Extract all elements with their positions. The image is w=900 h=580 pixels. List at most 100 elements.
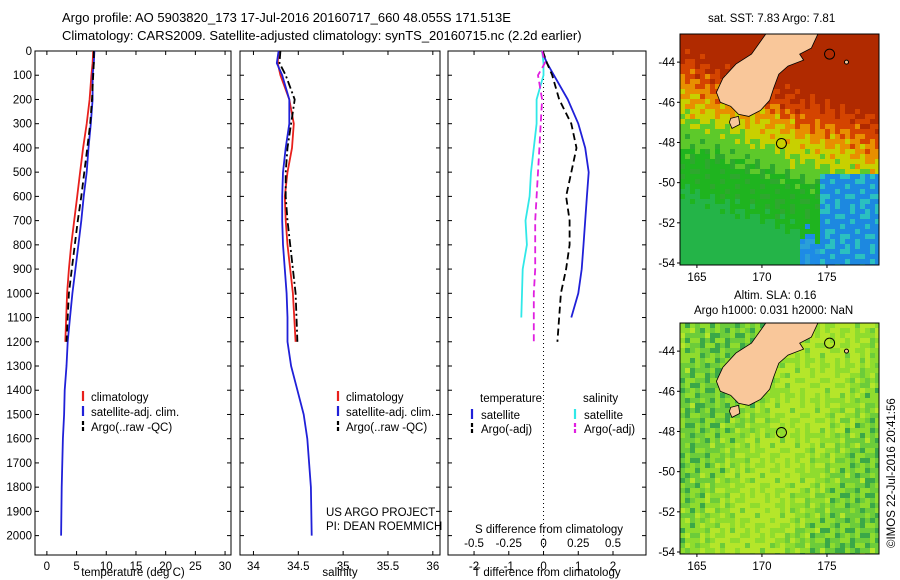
map-y-tick-label: -52: [658, 218, 675, 230]
series-line-2: [278, 50, 299, 342]
reference-marker: [824, 337, 836, 349]
y-tick-label: 1500: [6, 409, 32, 421]
legend-label: satellite: [584, 410, 623, 422]
y-tick-label: 900: [13, 264, 32, 276]
series-line-0: [276, 50, 297, 342]
series-line-1: [541, 50, 578, 342]
map-field: [680, 323, 879, 554]
map-y-tick-label: -48: [658, 426, 675, 438]
reference-marker: [824, 48, 836, 60]
project-label: US ARGO PROJECT: [326, 507, 435, 519]
salinity-frame: [239, 50, 441, 556]
x-tick-label: 0: [540, 561, 546, 573]
y-tick-label: 300: [13, 119, 32, 131]
x-tick-label: 5: [73, 561, 79, 573]
argo-float-marker: [775, 426, 787, 438]
series-line-0: [64, 50, 95, 342]
x-tick-label: 2: [610, 561, 616, 573]
profile-title: Argo profile: AO 5903820_173 17-Jul-2016…: [62, 10, 511, 25]
legend-label: Argo(..raw -QC): [346, 422, 427, 434]
sla-map-title: Altim. SLA: 0.16: [734, 290, 817, 302]
x-tick-label: -2: [469, 561, 479, 573]
pi-label: PI: DEAN ROEMMICH: [326, 521, 442, 533]
series-line-0: [540, 50, 590, 318]
difference-frame: [447, 50, 647, 556]
legend-header: temperature: [480, 393, 542, 405]
s-tick-label: 0: [540, 538, 546, 550]
y-tick-label: 1900: [6, 506, 32, 518]
map-x-tick-label: 170: [752, 272, 771, 284]
s-tick-label: 0.25: [567, 538, 589, 550]
legend-label: satellite-adj. clim.: [91, 407, 179, 419]
map-y-tick-label: -54: [658, 547, 675, 559]
x-axis-label: salinity: [322, 567, 357, 579]
y-tick-label: 1100: [7, 313, 32, 325]
x-tick-label: 10: [100, 561, 113, 573]
map-x-tick-label: 175: [817, 561, 836, 573]
map-y-tick-label: -48: [658, 137, 675, 149]
map-field: [680, 34, 879, 265]
argo-float-marker: [775, 137, 787, 149]
legend-label: Argo(-adj): [481, 424, 532, 436]
x-tick-label: 34.5: [287, 561, 309, 573]
series-line-1: [275, 50, 313, 536]
map-x-tick-label: 165: [687, 272, 706, 284]
y-tick-label: 1000: [6, 288, 32, 300]
sst-map: -44 -46 -48 -50 -52 -54 165 170 175: [658, 33, 880, 284]
map-y-tick-label: -52: [658, 507, 675, 519]
stewart-island-land: [728, 404, 741, 418]
legend-header: salinity: [583, 393, 618, 405]
y-tick-label: 1300: [6, 361, 32, 373]
x-tick-label: 20: [159, 561, 172, 573]
map-x-tick-label: 175: [817, 272, 836, 284]
series-line-2: [520, 50, 545, 318]
difference-panel: -2 -1 0 1 2T difference from climatology -0.5…: [447, 50, 647, 579]
series-line-3: [532, 50, 546, 342]
climatology-subtitle: Climatology: CARS2009. Satellite-adjuste…: [62, 28, 582, 43]
x-tick-label: 30: [219, 561, 232, 573]
y-tick-label: 1700: [6, 458, 32, 470]
map-y-tick-label: -50: [658, 467, 675, 479]
chatham-island: [843, 348, 849, 354]
sla-map: -44 -46 -48 -50 -52 -54 165 170 175: [658, 322, 880, 573]
map-frame: [679, 33, 880, 266]
map-y-tick-label: -44: [658, 57, 675, 69]
series-line-2: [65, 51, 95, 342]
legend-label: Argo(..raw -QC): [91, 422, 172, 434]
legend-label: satellite: [481, 410, 520, 422]
s-tick-label: -0.25: [496, 538, 522, 550]
map-frame: [679, 322, 880, 555]
x-tick-label: 0: [44, 561, 50, 573]
legend-label: climatology: [91, 392, 149, 404]
map-y-tick-label: -46: [658, 386, 675, 398]
x-tick-label: 35: [337, 561, 350, 573]
chatham-island: [843, 59, 849, 65]
y-tick-label: 1600: [6, 434, 32, 446]
y-tick-label: 2000: [6, 531, 32, 543]
stewart-island-land: [728, 115, 741, 129]
temperature-panel: 0100200300400500600700800900100011001200…: [6, 46, 232, 579]
legend-label: satellite-adj. clim.: [346, 407, 434, 419]
x-tick-label: 35.5: [377, 561, 399, 573]
salinity-panel: 34 34.5 35 35.5 36 salinity climatology satelli…: [239, 50, 442, 579]
map-y-tick-label: -50: [658, 178, 675, 190]
sst-map-title: sat. SST: 7.83 Argo: 7.81: [708, 13, 836, 25]
map-y-tick-label: -46: [658, 97, 675, 109]
x-axis-label: T difference from climatology: [473, 567, 620, 579]
legend-label: Argo(-adj): [584, 424, 635, 436]
s-tick-label: -0.5: [464, 538, 484, 550]
map-y-tick-label: -54: [658, 258, 675, 270]
y-tick-label: 1800: [6, 482, 32, 494]
y-tick-label: 800: [13, 240, 32, 252]
x-tick-label: 36: [426, 561, 439, 573]
south-island-land: [715, 34, 819, 117]
x-axis-label: temperature (deg C): [81, 567, 185, 579]
y-tick-label: 1200: [6, 337, 32, 349]
map-x-tick-label: 170: [752, 561, 771, 573]
south-island-land: [715, 323, 819, 406]
x-tick-label: 15: [130, 561, 143, 573]
y-tick-label: 400: [13, 143, 32, 155]
y-tick-label: 100: [13, 70, 32, 82]
s-axis-label: S difference from climatology: [475, 524, 623, 536]
